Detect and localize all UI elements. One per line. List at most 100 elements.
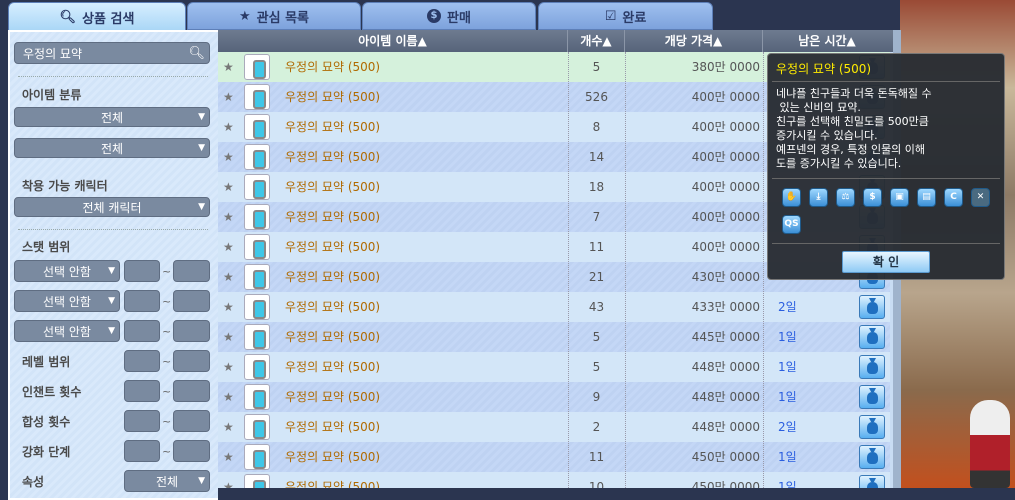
range-min-input[interactable] [124, 320, 160, 342]
time-left: 1일 [778, 390, 797, 404]
money-bag-icon [867, 332, 878, 344]
star-icon[interactable]: ★ [223, 420, 234, 434]
tab-watchlist[interactable]: ★ 관심 목록 [187, 2, 361, 30]
range-min-input[interactable] [124, 350, 160, 372]
player-character [970, 400, 1010, 488]
hand-icon: ✋ [782, 188, 801, 207]
star-icon[interactable]: ★ [223, 180, 234, 194]
range-min-input[interactable] [124, 440, 160, 462]
range-max-input[interactable] [173, 380, 210, 402]
star-icon[interactable]: ★ [223, 450, 234, 464]
star-icon[interactable]: ★ [223, 150, 234, 164]
header-time-left[interactable]: 남은 시간▲ [798, 34, 856, 48]
confirm-button[interactable]: 확 인 [842, 251, 930, 273]
table-row[interactable]: ★ 우정의 묘약 (500) 2 448만 0000 2일 [218, 412, 890, 442]
item-count: 9 [592, 390, 601, 404]
enhance-level-label: 강화 단계 [22, 445, 71, 459]
range-min-input[interactable] [124, 260, 160, 282]
money-bag-icon [867, 452, 878, 464]
item-name: 우정의 묘약 (500) [285, 450, 381, 464]
chevron-down-icon: ▼ [108, 266, 115, 276]
star-icon[interactable]: ★ [223, 240, 234, 254]
potion-icon [244, 384, 270, 410]
buy-button[interactable] [859, 385, 885, 409]
stat-select[interactable]: 선택 안함 ▼ [14, 290, 120, 312]
time-left: 1일 [778, 480, 797, 488]
table-row[interactable]: ★ 우정의 묘약 (500) 11 450만 0000 1일 [218, 442, 890, 472]
divider [18, 76, 208, 77]
category-select-2[interactable]: 전체 ▼ [14, 138, 210, 158]
search-input[interactable]: 우정의 묘약 🔍︎ [14, 42, 210, 64]
buy-button[interactable] [859, 295, 885, 319]
header-count[interactable]: 개수▲ [568, 30, 625, 52]
money-bag-icon [867, 482, 878, 488]
search-icon[interactable]: 🔍︎ [188, 45, 205, 61]
category-select-1[interactable]: 전체 ▼ [14, 107, 210, 127]
star-icon[interactable]: ★ [223, 390, 234, 404]
attribute-select[interactable]: 전체 ▼ [124, 470, 210, 492]
enchant-count-label: 인챈트 횟수 [22, 385, 82, 399]
unit-price: 450만 0000 [691, 450, 760, 464]
range-max-input[interactable] [173, 290, 210, 312]
range-min-input[interactable] [124, 290, 160, 312]
item-count: 21 [588, 270, 605, 284]
chevron-down-icon: ▼ [198, 476, 205, 486]
buy-button[interactable] [859, 325, 885, 349]
star-icon[interactable]: ★ [223, 330, 234, 344]
table-row[interactable]: ★ 우정의 묘약 (500) 5 448만 0000 1일 [218, 352, 890, 382]
star-icon[interactable]: ★ [223, 360, 234, 374]
item-count: 5 [592, 330, 601, 344]
potion-icon [244, 264, 270, 290]
table-row[interactable]: ★ 우정의 묘약 (500) 10 450만 0000 1일 [218, 472, 890, 488]
box-icon: ▣ [890, 188, 909, 207]
potion-icon [244, 414, 270, 440]
star-icon[interactable]: ★ [223, 270, 234, 284]
buy-button[interactable] [859, 355, 885, 379]
money-bag-icon [867, 422, 878, 434]
tab-sell[interactable]: $ 판매 [362, 2, 536, 30]
table-row[interactable]: ★ 우정의 묘약 (500) 5 445만 0000 1일 [218, 322, 890, 352]
item-name: 우정의 묘약 (500) [285, 150, 381, 164]
item-count: 10 [588, 480, 605, 488]
select-value: 전체 [100, 141, 124, 156]
tab-complete[interactable]: ☑ 완료 [538, 2, 713, 30]
item-name: 우정의 묘약 (500) [285, 270, 381, 284]
star-icon[interactable]: ★ [223, 480, 234, 488]
tab-search[interactable]: 🔍︎ 상품 검색 [8, 2, 186, 32]
star-icon[interactable]: ★ [223, 90, 234, 104]
header-item-name[interactable]: 아이템 이름▲ [218, 30, 568, 52]
stat-select[interactable]: 선택 안함 ▼ [14, 260, 120, 282]
buy-button[interactable] [859, 415, 885, 439]
range-max-input[interactable] [173, 320, 210, 342]
item-name: 우정의 묘약 (500) [285, 480, 381, 488]
range-min-input[interactable] [124, 410, 160, 432]
star-icon[interactable]: ★ [223, 120, 234, 134]
item-count: 14 [588, 150, 605, 164]
item-name: 우정의 묘약 (500) [285, 420, 381, 434]
range-max-input[interactable] [173, 260, 210, 282]
item-name: 우정의 묘약 (500) [285, 300, 381, 314]
tilde: ~ [162, 385, 172, 398]
range-min-input[interactable] [124, 380, 160, 402]
range-max-input[interactable] [173, 350, 210, 372]
header-unit-price[interactable]: 개당 가격▲ [625, 30, 763, 52]
table-row[interactable]: ★ 우정의 묘약 (500) 9 448만 0000 1일 [218, 382, 890, 412]
character-select[interactable]: 전체 캐릭터 ▼ [14, 197, 210, 217]
star-icon[interactable]: ★ [223, 210, 234, 224]
potion-icon [244, 234, 270, 260]
range-max-input[interactable] [173, 440, 210, 462]
select-value: 전체 캐릭터 [82, 200, 142, 215]
star-icon[interactable]: ★ [223, 300, 234, 314]
stat-select[interactable]: 선택 안함 ▼ [14, 320, 120, 342]
range-max-input[interactable] [173, 410, 210, 432]
potion-icon [244, 444, 270, 470]
item-name: 우정의 묘약 (500) [285, 390, 381, 404]
buy-button[interactable] [859, 475, 885, 488]
table-row[interactable]: ★ 우정의 묘약 (500) 43 433만 0000 2일 [218, 292, 890, 322]
time-left: 1일 [778, 450, 797, 464]
buy-button[interactable] [859, 445, 885, 469]
star-icon[interactable]: ★ [223, 60, 234, 74]
divider [772, 178, 1000, 179]
unit-price: 430만 0000 [691, 270, 760, 284]
character-label: 착용 가능 캐릭터 [22, 179, 108, 193]
